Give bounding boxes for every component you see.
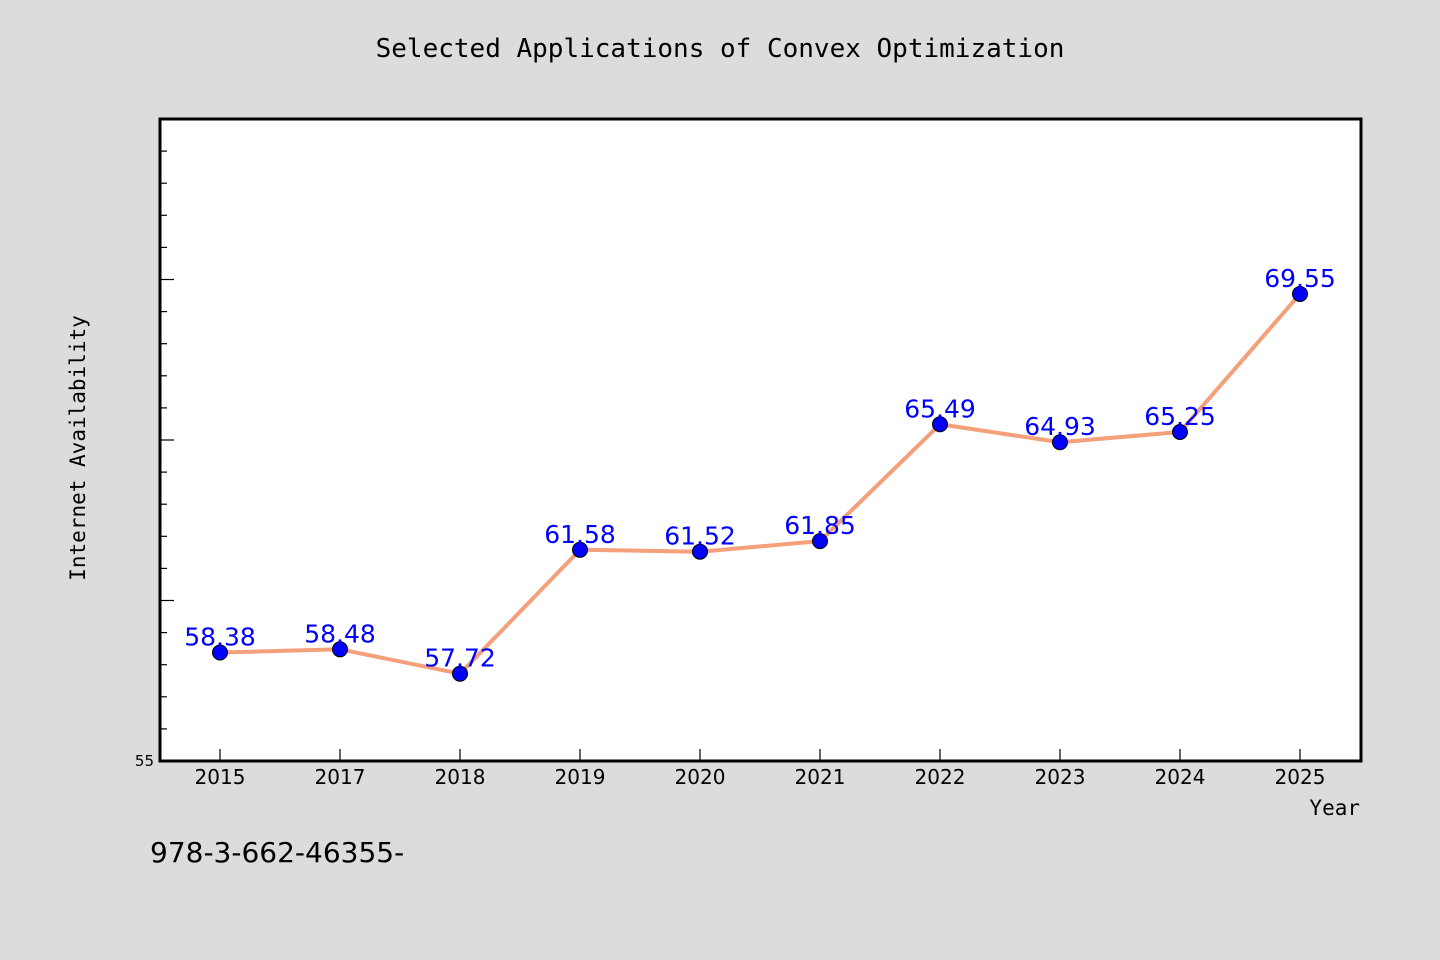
series-line	[219, 292, 1302, 676]
data-point	[212, 644, 228, 661]
data-label: 65.49	[904, 394, 976, 423]
data-point	[452, 665, 468, 682]
data-point	[812, 533, 828, 550]
x-tick-label: 2025	[1275, 765, 1326, 789]
x-tick-label: 2020	[675, 765, 726, 789]
data-point	[932, 416, 948, 433]
plot-area	[158, 117, 1363, 763]
data-point	[572, 541, 588, 558]
y-tick-label: 55	[135, 752, 154, 770]
data-point	[1172, 423, 1188, 440]
data-label: 61.58	[544, 520, 616, 549]
data-point	[1052, 434, 1068, 451]
x-tick-label: 2019	[555, 765, 606, 789]
data-label: 65.25	[1144, 402, 1216, 431]
x-tick-label: 2023	[1035, 765, 1086, 789]
data-label: 57.72	[424, 644, 496, 673]
x-axis-ticks: 2015 2017 2018 2019 2020 2021 2022 2023 2024 2025	[195, 749, 1326, 789]
data-point	[332, 641, 348, 658]
data-label: 61.52	[664, 522, 736, 551]
x-tick-label: 2022	[915, 765, 966, 789]
x-axis-label: Year	[1309, 796, 1360, 820]
x-tick-label: 2021	[795, 765, 846, 789]
x-tick-label: 2017	[315, 765, 366, 789]
data-label: 69.55	[1264, 264, 1336, 293]
data-label: 61.85	[784, 511, 856, 540]
x-tick-label: 2024	[1155, 765, 1206, 789]
data-point	[1292, 285, 1308, 302]
data-label: 58.38	[184, 623, 256, 652]
data-point	[692, 543, 708, 560]
data-label: 64.93	[1024, 412, 1096, 441]
series-group: 58.38 58.48 57.72 61.58 61.52 61.85 65.49 64.93…	[184, 264, 1336, 682]
chart-title: Selected Applications of Convex Optimiza…	[375, 34, 1065, 64]
x-tick-label: 2015	[195, 765, 246, 789]
y-axis-ticks: 55	[135, 118, 174, 770]
footer-text: 978-3-662-46355-	[150, 836, 405, 869]
data-label: 58.48	[304, 619, 376, 648]
x-tick-label: 2018	[435, 765, 486, 789]
